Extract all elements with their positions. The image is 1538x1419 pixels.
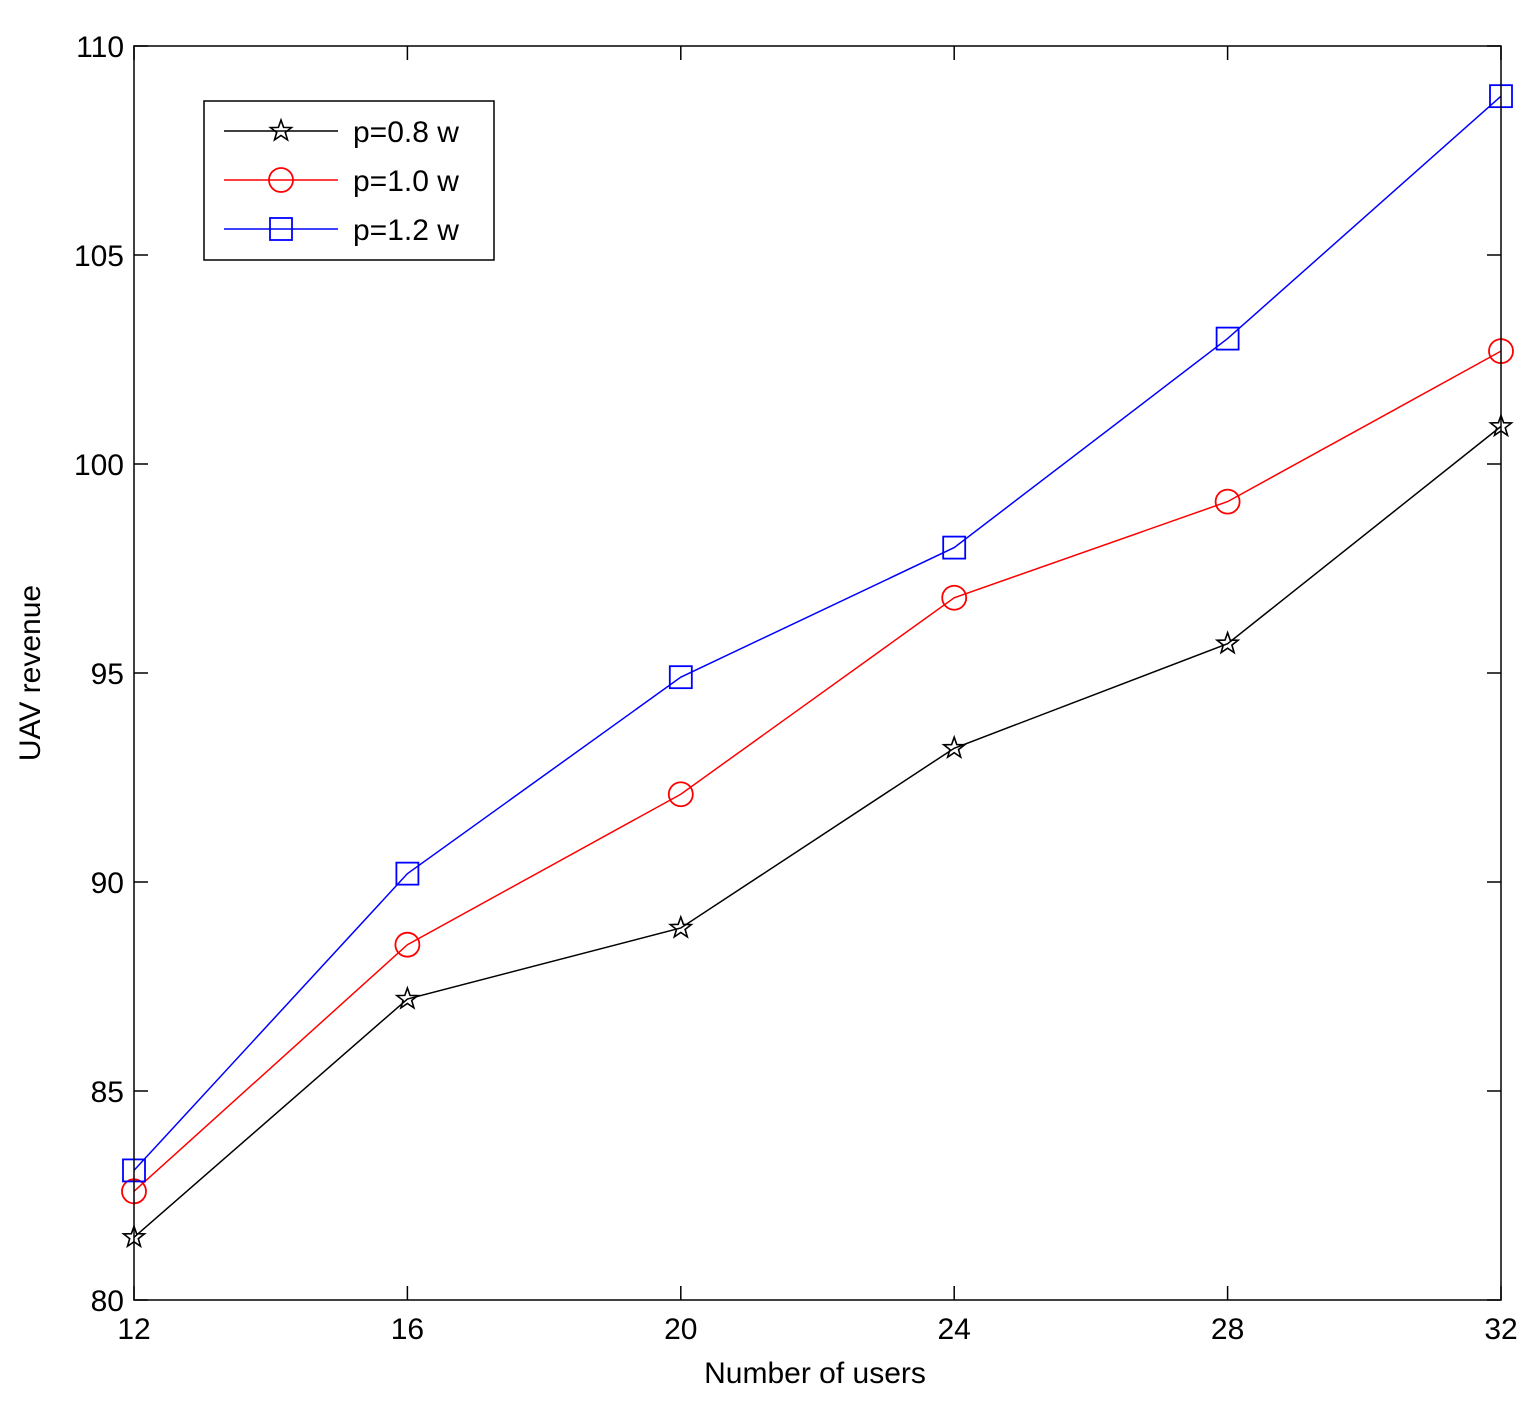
y-tick-label: 90: [91, 867, 124, 900]
legend: p=0.8 w p=1.0 w p=1.2 w: [203, 100, 495, 261]
series-line-2: [133, 350, 1502, 1192]
data-point-series-1: [1214, 630, 1241, 655]
data-point-series-2: [394, 931, 421, 958]
x-axis-label: Number of users: [704, 1357, 926, 1390]
series-line-1: [133, 425, 1502, 1238]
data-point-series-2: [941, 584, 968, 611]
y-tick-label: 100: [74, 449, 124, 482]
data-point-series-3: [1215, 326, 1240, 351]
x-tick-label: 20: [664, 1313, 697, 1346]
data-point-series-3: [395, 861, 420, 886]
legend-square-icon: [269, 217, 293, 241]
tick-labels: 12 16 20 24 28 32 80 85 90 95 100 105 110: [74, 31, 1518, 1346]
x-tick-label: 12: [117, 1313, 150, 1346]
data-point-series-3: [942, 535, 967, 560]
x-tick-label: 16: [391, 1313, 424, 1346]
y-tick-label: 85: [91, 1076, 124, 1109]
series-lines: [133, 95, 1502, 1238]
data-point-series-2: [667, 781, 694, 808]
y-tick-label: 110: [76, 31, 124, 64]
legend-label-2: p=1.0 w: [353, 165, 459, 198]
y-tick-label: 105: [74, 240, 124, 273]
data-point-series-1: [941, 734, 967, 760]
y-tick-label: 95: [91, 658, 124, 691]
data-point-series-2: [1214, 488, 1241, 515]
legend-label-3: p=1.2 w: [353, 214, 459, 247]
legend-label-1: p=0.8 w: [353, 116, 459, 149]
plot-area-frame: [133, 45, 1502, 1301]
legend-circle-icon: [268, 167, 294, 193]
series-line-3: [133, 95, 1502, 1171]
x-tick-label: 24: [938, 1313, 971, 1346]
data-point-series-1: [668, 914, 694, 939]
x-tick-label: 28: [1211, 1313, 1244, 1346]
legend-star-icon: [268, 117, 294, 142]
data-point-series-3: [668, 665, 693, 690]
y-tick-label: 80: [91, 1285, 124, 1318]
y-axis-label: UAV revenue: [14, 585, 47, 761]
data-point-series-1: [394, 985, 421, 1010]
x-tick-label: 32: [1484, 1313, 1517, 1346]
